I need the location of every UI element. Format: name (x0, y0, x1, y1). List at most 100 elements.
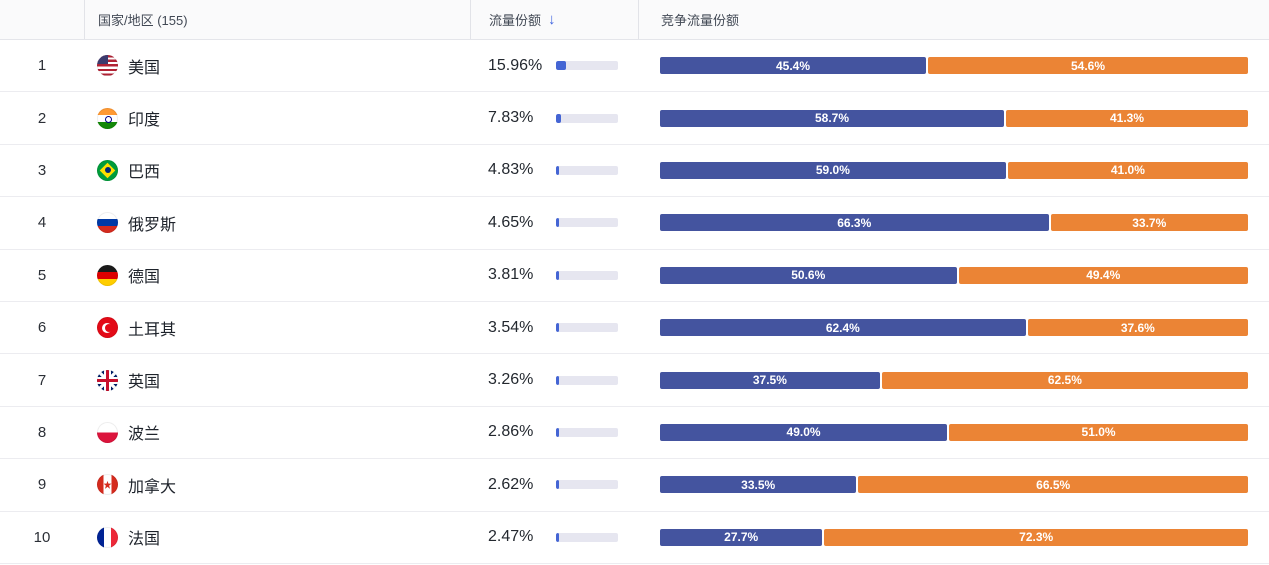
competitor-share-label: 41.0% (1110, 163, 1145, 178)
traffic-share-minibar-fill (556, 427, 559, 437)
rank-number: 9 (37, 476, 47, 494)
table-row[interactable]: 6 土耳其 3.54% 62.4% 37.6% (0, 301, 1269, 355)
competitor-share-label: 66.5% (1036, 477, 1071, 492)
site-share-label: 33.5% (741, 477, 776, 492)
country-flag-icon (97, 55, 118, 77)
country-flag-icon (97, 159, 118, 181)
table-row[interactable]: 4 俄罗斯 4.65% 66.3% 33.7% (0, 197, 1269, 250)
country-name: 土耳其 (128, 321, 177, 339)
rank-column-header (0, 0, 84, 39)
competition-share-bar: 37.5% 62.5% (660, 371, 1248, 389)
site-share-segment: 58.7% (660, 109, 1004, 127)
table-row[interactable]: 1 美国 15.96% 45.4% 54.6% (0, 40, 1269, 93)
traffic-share-minibar-fill (556, 165, 559, 175)
traffic-share-value: 2.86% (488, 423, 534, 441)
traffic-share-minibar-fill (556, 270, 559, 280)
competitor-share-segment: 41.3% (1005, 109, 1248, 127)
site-share-segment: 66.3% (660, 214, 1049, 232)
table-row[interactable]: 8 波兰 2.86% 49.0% 51.0% (0, 406, 1269, 460)
table-row[interactable]: 3 巴西 4.83% 59.0% 41.0% (0, 144, 1269, 198)
competitor-share-segment: 51.0% (949, 423, 1248, 441)
competitor-share-label: 41.3% (1109, 111, 1144, 126)
traffic-share-value: 3.54% (488, 318, 534, 336)
country-name: 美国 (128, 59, 161, 77)
table-row[interactable]: 5 德国 3.81% 50.6% 49.4% (0, 249, 1269, 302)
competitor-share-segment: 62.5% (881, 371, 1248, 389)
country-name: 德国 (128, 269, 161, 287)
competition-share-bar: 50.6% 49.4% (660, 266, 1248, 284)
country-name: 巴西 (128, 164, 161, 182)
table-row[interactable]: 7 英国 3.26% 37.5% 62.5% (0, 354, 1269, 407)
traffic-share-minibar (556, 532, 618, 542)
site-share-label: 49.0% (786, 425, 821, 440)
competitor-share-label: 51.0% (1081, 425, 1116, 440)
table-row[interactable]: 9 加拿大 2.62% 33.5% 66.5% (0, 459, 1269, 512)
site-share-segment: 59.0% (660, 161, 1006, 179)
competition-share-column-header: 竞争流量份额 (638, 0, 1269, 39)
traffic-share-value: 3.26% (488, 371, 534, 389)
rank-number: 7 (37, 371, 47, 389)
competitor-share-label: 62.5% (1047, 373, 1082, 388)
competitor-share-label: 54.6% (1071, 58, 1106, 73)
competition-share-bar: 58.7% 41.3% (660, 109, 1248, 127)
country-flag-icon (97, 526, 118, 548)
traffic-share-column-header[interactable]: 流量份额 ↓ (470, 0, 638, 39)
traffic-share-minibar (556, 323, 618, 333)
traffic-share-minibar (556, 270, 618, 280)
table-header: 国家/地区 (155) 流量份额 ↓ 竞争流量份额 (0, 0, 1269, 40)
competitor-share-segment: 54.6% (928, 57, 1248, 75)
site-share-label: 37.5% (752, 373, 787, 388)
site-share-segment: 37.5% (660, 371, 880, 389)
traffic-share-value: 3.81% (488, 266, 534, 284)
competition-share-bar: 66.3% 33.7% (660, 214, 1248, 232)
traffic-share-value: 7.83% (488, 109, 534, 127)
competitor-share-segment: 72.3% (824, 528, 1248, 546)
country-flag-icon (97, 474, 118, 496)
traffic-share-value: 4.65% (488, 213, 534, 231)
table-row[interactable]: 2 印度 7.83% 58.7% 41.3% (0, 92, 1269, 145)
competitor-share-label: 33.7% (1132, 215, 1167, 230)
sort-descending-icon[interactable]: ↓ (548, 11, 556, 28)
traffic-share-minibar-fill (556, 323, 559, 333)
site-share-label: 59.0% (815, 163, 850, 178)
competition-share-bar: 49.0% 51.0% (660, 423, 1248, 441)
country-name: 俄罗斯 (128, 216, 177, 234)
competition-share-bar: 59.0% 41.0% (660, 161, 1248, 179)
rank-number: 6 (37, 319, 47, 337)
site-share-segment: 62.4% (660, 319, 1026, 337)
country-name: 法国 (128, 531, 161, 549)
traffic-share-minibar (556, 113, 618, 123)
country-column-header: 国家/地区 (155) (84, 0, 470, 39)
country-column-label: 国家/地区 (155) (98, 13, 188, 28)
competition-share-column-label: 竞争流量份额 (661, 13, 740, 28)
traffic-share-minibar-fill (556, 113, 561, 123)
table-row[interactable]: 10 法国 2.47% 27.7% 72.3% (0, 511, 1269, 564)
competitor-share-segment: 66.5% (858, 476, 1248, 494)
traffic-share-value: 15.96% (488, 56, 543, 74)
traffic-share-minibar-fill (556, 218, 559, 228)
traffic-share-value: 2.62% (488, 475, 534, 493)
site-share-label: 45.4% (776, 58, 811, 73)
site-share-label: 66.3% (837, 215, 872, 230)
rank-number: 3 (37, 161, 47, 179)
competition-share-bar: 62.4% 37.6% (660, 319, 1248, 337)
rank-number: 8 (37, 423, 47, 441)
traffic-share-minibar-fill (556, 375, 559, 385)
traffic-share-minibar (556, 480, 618, 490)
site-share-segment: 27.7% (660, 528, 823, 546)
traffic-share-minibar (556, 61, 618, 71)
traffic-share-minibar (556, 427, 618, 437)
site-share-label: 58.7% (814, 111, 849, 126)
competitor-share-segment: 49.4% (958, 266, 1248, 284)
site-share-label: 62.4% (825, 320, 860, 335)
competitor-share-label: 72.3% (1019, 530, 1054, 545)
traffic-share-minibar (556, 218, 618, 228)
traffic-share-minibar-fill (556, 532, 559, 542)
country-flag-icon (97, 421, 118, 443)
country-flag-icon (97, 212, 118, 234)
country-flag-icon (97, 107, 118, 129)
rank-number: 4 (37, 214, 47, 232)
competitor-share-segment: 37.6% (1027, 319, 1248, 337)
competition-share-bar: 27.7% 72.3% (660, 528, 1248, 546)
